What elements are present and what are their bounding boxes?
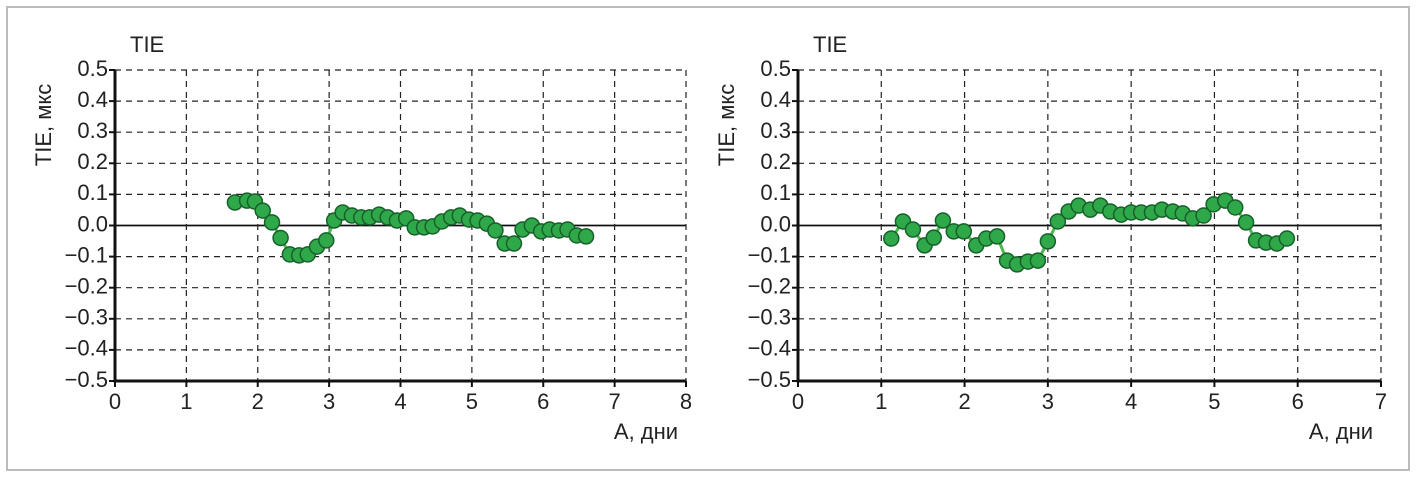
data-point xyxy=(904,221,922,238)
x-tick-label: 4 xyxy=(1125,389,1137,414)
y-tick-label: −0.5 xyxy=(748,367,791,392)
y-tick-label: 0.4 xyxy=(77,87,108,112)
y-tick-label: 0.5 xyxy=(760,56,791,81)
y-tick-label: −0.2 xyxy=(65,274,108,299)
x-tick-label: 3 xyxy=(323,389,335,414)
y-tick-label: −0.4 xyxy=(65,336,108,361)
data-point xyxy=(1278,230,1296,247)
x-tick-label: 8 xyxy=(680,389,692,414)
x-tick-label: 1 xyxy=(875,389,887,414)
y-axis-label: TIE, мкс xyxy=(714,84,739,166)
data-point xyxy=(1227,199,1244,216)
y-tick-label: −0.1 xyxy=(748,242,791,267)
data-point xyxy=(925,229,943,246)
chart-title: TIE xyxy=(130,32,164,57)
y-tick-label: −0.4 xyxy=(748,336,791,361)
x-axis-label: A, дни xyxy=(614,419,678,444)
data-point xyxy=(883,230,900,247)
y-tick-label: −0.1 xyxy=(65,242,108,267)
y-tick-label: 0.1 xyxy=(77,180,108,205)
y-tick-label: −0.3 xyxy=(748,305,791,330)
x-tick-label: 3 xyxy=(1042,389,1054,414)
y-tick-label: 0.2 xyxy=(760,149,791,174)
data-point xyxy=(272,229,289,247)
data-point xyxy=(254,202,271,219)
frame xyxy=(6,6,1410,471)
data-point xyxy=(955,223,972,240)
y-tick-label: 0.2 xyxy=(77,149,108,174)
y-axis-label: TIE, мкс xyxy=(31,84,56,166)
data-point xyxy=(1237,214,1255,231)
x-tick-label: 4 xyxy=(394,389,406,414)
x-tick-label: 5 xyxy=(1208,389,1220,414)
data-point xyxy=(1029,252,1047,269)
data-point xyxy=(1039,233,1057,250)
x-tick-label: 2 xyxy=(958,389,970,414)
data-point xyxy=(934,212,952,229)
y-tick-label: 0.4 xyxy=(760,87,791,112)
data-point xyxy=(263,214,281,231)
x-tick-label: 1 xyxy=(180,389,192,414)
x-tick-label: 7 xyxy=(609,389,621,414)
y-tick-label: 0.0 xyxy=(760,211,791,236)
y-tick-label: 0.3 xyxy=(760,118,791,143)
data-point xyxy=(1195,207,1212,224)
x-tick-label: 2 xyxy=(252,389,264,414)
y-tick-label: −0.3 xyxy=(65,305,108,330)
x-tick-label: 5 xyxy=(466,389,478,414)
y-tick-label: −0.5 xyxy=(65,367,108,392)
data-point xyxy=(577,228,595,245)
y-tick-label: 0.3 xyxy=(77,118,108,143)
y-tick-label: 0.5 xyxy=(77,56,108,81)
y-tick-label: −0.2 xyxy=(748,274,791,299)
x-tick-label: 0 xyxy=(792,389,804,414)
y-tick-label: 0.0 xyxy=(77,211,108,236)
x-tick-label: 7 xyxy=(1375,389,1387,414)
data-point xyxy=(988,228,1006,245)
x-tick-label: 6 xyxy=(1292,389,1304,414)
x-axis-label: A, дни xyxy=(1309,419,1373,444)
data-point xyxy=(1049,213,1067,230)
data-point xyxy=(487,222,504,239)
data-point xyxy=(505,235,523,252)
data-point xyxy=(318,232,335,249)
y-tick-label: 0.1 xyxy=(760,180,791,205)
chart-title: TIE xyxy=(813,32,847,57)
x-tick-label: 6 xyxy=(537,389,549,414)
x-tick-label: 0 xyxy=(109,389,121,414)
